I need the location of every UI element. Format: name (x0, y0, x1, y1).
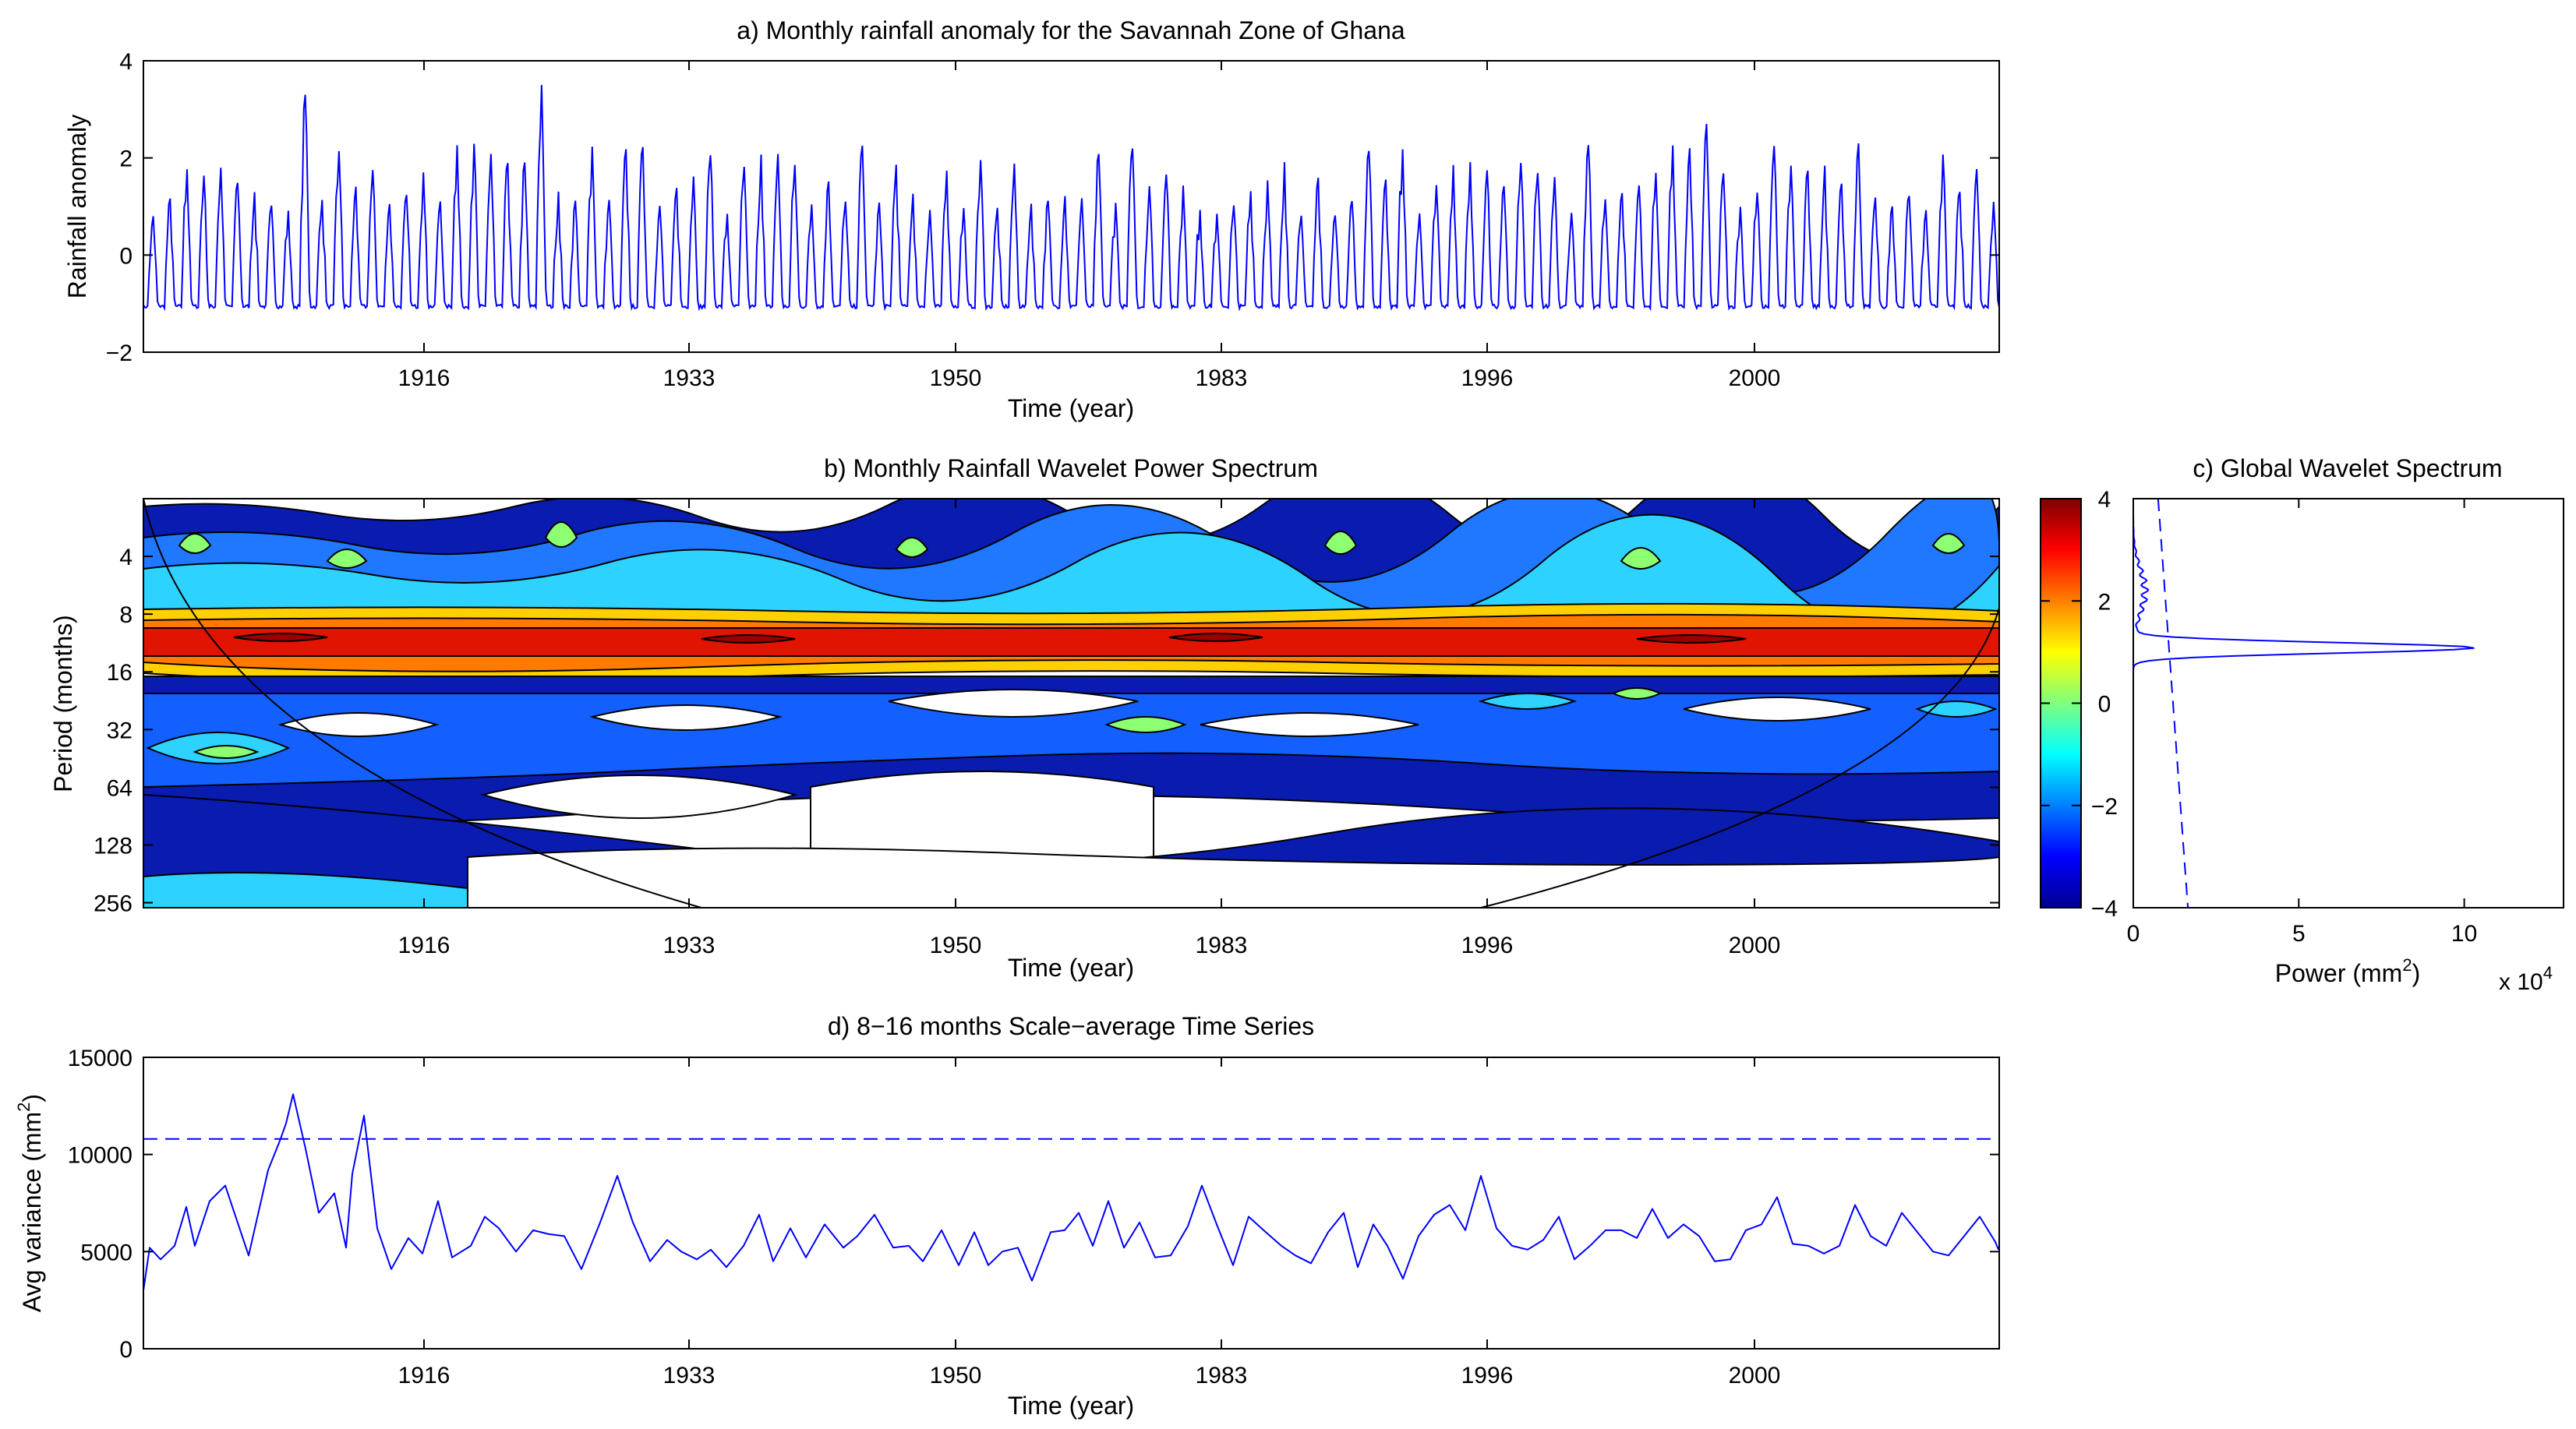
panel-d-y-axis: 0 5000 10000 15000 (68, 1046, 1999, 1363)
y-tick-label: 10000 (68, 1143, 133, 1169)
x-tick-label: 1933 (663, 933, 716, 958)
y-tick-label: 4 (119, 545, 133, 570)
panel-d: d) 8−16 months Scale−average Time Series… (14, 1012, 2000, 1420)
x-tick-label: 1933 (663, 365, 716, 391)
panel-d-x-axis: 1916 1933 1950 1983 1996 2000 (398, 1057, 1781, 1388)
panel-b-white-holes (277, 689, 1871, 908)
panel-c-xlabel-sup: 2 (2402, 955, 2412, 975)
panel-b-highfreq-inner (143, 513, 1999, 633)
panel-b-contour-area (143, 499, 1999, 908)
panel-c-frame (2133, 498, 2564, 909)
panel-b-x-axis: 1916 1933 1950 1983 1996 2000 (398, 499, 1781, 958)
x-tick-label: 1983 (1196, 933, 1248, 958)
panel-b-ylabel: Period (months) (49, 615, 77, 792)
panel-b-title: b) Monthly Rainfall Wavelet Power Spectr… (824, 454, 1318, 482)
rainfall-anomaly-line (143, 85, 1999, 312)
panel-b-annual-band-inner (143, 627, 1999, 657)
panel-c-x-axis: 0 5 10 (2127, 499, 2477, 947)
x-tick-label: 1916 (398, 365, 451, 391)
x-tick-label: 1950 (930, 933, 982, 958)
y-tick-label: 15000 (68, 1046, 133, 1071)
panel-c-xlabel: Power (mm2) (2275, 955, 2420, 987)
x-tick-label: 1983 (1196, 1363, 1248, 1388)
x-tick-label: 2000 (1729, 933, 1781, 958)
panel-c: c) Global Wavelet Spectrum 0 5 10 Power (m… (2127, 454, 2564, 995)
panel-d-ylabel-main: Avg variance (mm (18, 1112, 46, 1312)
y-tick-label: 0 (119, 243, 133, 269)
colorbar-tick-label: 2 (2098, 589, 2111, 615)
panel-c-xlabel-tail: ) (2412, 959, 2421, 987)
x-tick-label: 2000 (1729, 365, 1781, 391)
panel-d-title: d) 8−16 months Scale−average Time Series (828, 1012, 1314, 1040)
colorbar-ticks: −4 −2 0 2 4 (2041, 487, 2118, 922)
panel-d-ylabel: Avg variance (mm2) (14, 1094, 46, 1312)
x-tick-label: 0 (2127, 921, 2140, 947)
panel-a: a) Monthly rainfall anomaly for the Sava… (63, 16, 2000, 422)
x-tick-label: 5 (2292, 921, 2306, 947)
panel-b-annual-band-core (233, 633, 1747, 644)
panel-a-y-axis: −2 0 2 4 (106, 49, 1999, 366)
x-tick-label: 1916 (398, 933, 451, 958)
global-spectrum-line (2133, 499, 2475, 908)
colorbar-tick-label: 0 (2098, 692, 2111, 718)
panel-c-title: c) Global Wavelet Spectrum (2193, 454, 2502, 482)
panel-b: b) Monthly Rainfall Wavelet Power Spectr… (49, 454, 2000, 982)
x-tick-label: 1996 (1461, 1363, 1514, 1388)
panel-c-exponent: x 104 (2499, 963, 2553, 995)
panel-d-plot-area (143, 1093, 1999, 1291)
y-tick-label: 32 (107, 718, 133, 743)
panel-a-ylabel: Rainfall anomaly (63, 115, 91, 299)
x-tick-label: 1983 (1196, 365, 1248, 391)
x-tick-label: 1916 (398, 1363, 451, 1388)
panel-c-plot-area (2133, 499, 2475, 908)
panel-a-xlabel: Time (year) (1008, 394, 1134, 422)
y-tick-label: 8 (119, 602, 133, 628)
x-tick-label: 1996 (1461, 365, 1514, 391)
x-tick-label: 2000 (1729, 1363, 1781, 1388)
panel-d-frame (143, 1057, 2000, 1350)
y-tick-label: 256 (94, 891, 133, 917)
colorbar-tick-label: −4 (2091, 896, 2118, 922)
panel-b-xlabel: Time (year) (1008, 954, 1134, 982)
panel-d-xlabel: Time (year) (1008, 1392, 1134, 1420)
panel-a-title: a) Monthly rainfall anomaly for the Sava… (737, 16, 1405, 44)
panel-b-y-axis: 4 8 16 32 64 128 256 (94, 545, 1999, 917)
x-tick-label: 1950 (930, 365, 982, 391)
panel-d-ylabel-sup: 2 (14, 1103, 34, 1112)
panel-b-green-patch (193, 687, 1663, 759)
panel-a-x-axis: 1916 1933 1950 1983 1996 2000 (398, 61, 1781, 391)
scale-average-line (143, 1093, 1999, 1291)
y-tick-label: 5000 (80, 1240, 133, 1265)
colorbar-tick-label: −2 (2091, 794, 2118, 820)
panel-b-lowfreq-cyan (143, 872, 468, 908)
panel-b-cone-of-influence (143, 499, 1999, 908)
y-tick-label: −2 (106, 340, 133, 366)
x-tick-label: 10 (2451, 921, 2477, 947)
y-tick-label: 0 (119, 1337, 133, 1363)
panel-b-cyan-patch (146, 693, 1998, 764)
panel-a-plot-area (143, 85, 1999, 312)
y-tick-label: 2 (119, 146, 133, 172)
panel-c-exponent-sup: 4 (2543, 963, 2553, 983)
y-tick-label: 4 (119, 49, 133, 75)
x-tick-label: 1996 (1461, 933, 1514, 958)
panel-d-ylabel-tail: ) (18, 1094, 46, 1103)
panel-c-exponent-base: x 10 (2499, 969, 2543, 995)
panel-c-xlabel-main: Power (mm (2275, 959, 2403, 987)
x-tick-label: 1950 (930, 1363, 982, 1388)
y-tick-label: 128 (94, 833, 133, 859)
panel-a-frame (143, 60, 2000, 353)
panel-b-highfreq-patches (178, 521, 1966, 570)
panel-b-lowfreq-white (467, 847, 1999, 908)
x-tick-label: 1933 (663, 1363, 716, 1388)
colorbar-tick-label: 4 (2098, 487, 2111, 513)
colorbar: −4 −2 0 2 4 (2040, 487, 2118, 922)
y-tick-label: 64 (107, 775, 133, 801)
global-spectrum-significance (2157, 499, 2189, 908)
y-tick-label: 16 (107, 660, 133, 686)
panel-b-frame (143, 498, 2000, 909)
